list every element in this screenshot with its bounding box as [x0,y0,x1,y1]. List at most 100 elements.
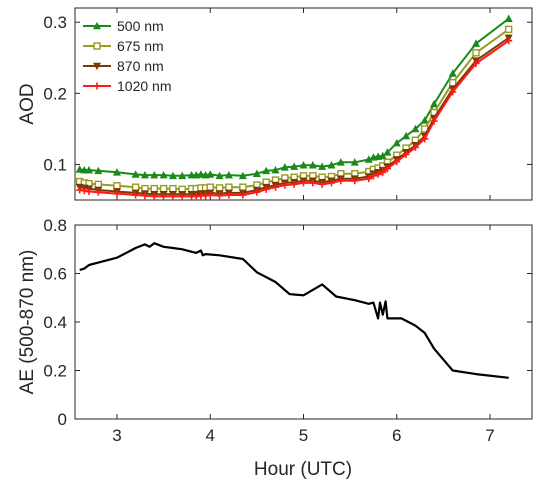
series-point-1020-nm [160,192,168,200]
series-point-500-nm [420,116,429,124]
series-point-1020-nm [290,180,298,188]
series-point-1020-nm [337,177,345,185]
series-point-1020-nm [169,192,177,200]
legend-marker [92,62,102,71]
legend-marker [93,82,101,90]
series-point-1020-nm [430,117,438,125]
series-point-675-nm [159,184,168,193]
series-point-500-nm [206,170,215,178]
ae-panel: 0 0.2 0.4 0.6 0.8 3 4 5 6 7 AE (500-870 nm) Hour… [17,216,533,480]
series-point-500-nm [252,169,261,177]
series-point-1020-nm [327,179,335,187]
series-point-1020-nm [272,183,280,191]
aod-y-axis: 0.1 0.2 0.3 [43,13,532,174]
series-point-675-nm [215,184,224,192]
series-point-1020-nm [374,170,382,178]
series-point-675-nm [131,183,140,191]
series-point-675-nm [472,49,480,57]
ae-y-tick-label: 0.2 [43,362,67,381]
series-point-1020-nm [379,168,387,176]
series-point-500-nm [140,170,149,179]
series-point-1020-nm [225,191,233,199]
aod-y-tick-label: 0.3 [43,13,67,32]
x-axis-label: Hour (UTC) [254,459,352,480]
series-point-1020-nm [262,185,270,193]
x-tick-label: 4 [206,426,215,445]
series-point-500-nm [448,69,457,77]
ae-y-axis: 0 0.2 0.4 0.6 0.8 [43,216,532,429]
ae-series-group [79,242,509,379]
series-point-1020-nm [318,180,326,188]
series-point-500-nm [178,171,187,180]
aod-series-group [75,14,513,200]
series-point-500-nm [350,158,359,166]
ae-y-tick-label: 0 [58,410,67,429]
series-point-500-nm [131,170,140,178]
x-tick-label: 7 [485,426,494,445]
series-point-1020-nm [216,192,224,200]
series-point-500-nm [308,161,317,169]
series-point-500-nm [299,161,308,169]
series-point-500-nm [290,162,299,170]
series-point-1020-nm [281,181,289,189]
series-point-675-nm [94,180,103,189]
series-point-1020-nm [94,188,102,196]
ae-y-tick-label: 0.8 [43,216,67,235]
series-point-500-nm [378,151,387,160]
series-point-500-nm [112,168,121,176]
series-point-675-nm [113,182,121,190]
series-point-500-nm [318,162,327,170]
series-point-1020-nm [411,143,419,151]
x-tick-label: 6 [392,426,401,445]
series-point-500-nm [94,166,103,175]
legend-marker [92,21,102,30]
series-point-1020-nm [351,177,359,185]
series-point-500-nm [238,171,247,180]
ae-y-axis-label: AE (500-870 nm) [17,250,38,395]
x-tick-label: 3 [112,426,121,445]
series-point-675-nm [169,184,177,193]
aod-panel: 0.1 0.2 0.3 AOD 500 nm 675 nm 870 nm 1020 nm [17,7,533,201]
series-point-500-nm [196,170,205,178]
legend-label: 500 nm [117,18,164,34]
series-point-500-nm [392,138,401,147]
aod-plot-area [74,7,533,201]
series-line-ae [79,242,509,379]
series-point-1020-nm [300,179,307,187]
series-point-675-nm [449,78,457,87]
aod-y-tick-label: 0.1 [43,155,67,174]
aod-y-tick-label: 0.2 [43,84,67,103]
series-point-500-nm [150,170,159,179]
series-point-675-nm [206,183,214,191]
series-point-1020-nm [369,172,377,180]
series-point-500-nm [224,170,233,179]
series-point-1020-nm [365,175,373,183]
series-point-1020-nm [309,179,317,187]
series-point-500-nm [472,39,481,47]
legend-marker [93,42,101,50]
series-point-1020-nm [150,192,158,200]
series-point-500-nm [271,166,280,174]
ae-y-tick-label: 0.6 [43,265,67,284]
series-point-500-nm [84,166,93,174]
series-point-1020-nm [206,191,214,199]
legend-label: 675 nm [117,38,164,54]
series-point-500-nm [159,170,168,179]
ae-y-tick-label: 0.4 [43,313,67,332]
series-point-675-nm [239,183,247,191]
series-point-500-nm [75,165,84,173]
series-point-500-nm [383,148,392,156]
series-point-1020-nm [141,192,149,200]
x-tick-label: 5 [299,426,308,445]
series-point-1020-nm [85,187,93,195]
aod-y-axis-label: AOD [17,83,38,124]
series-point-1020-nm [449,88,457,96]
series-point-500-nm [402,131,411,140]
series-point-500-nm [327,161,336,169]
series-point-500-nm [168,171,177,180]
aod-legend: 500 nm 675 nm 870 nm 1020 nm [83,18,171,94]
series-point-1020-nm [132,191,140,199]
ae-plot-area [74,224,533,420]
ae-x-axis: 3 4 5 6 7 [112,225,495,445]
